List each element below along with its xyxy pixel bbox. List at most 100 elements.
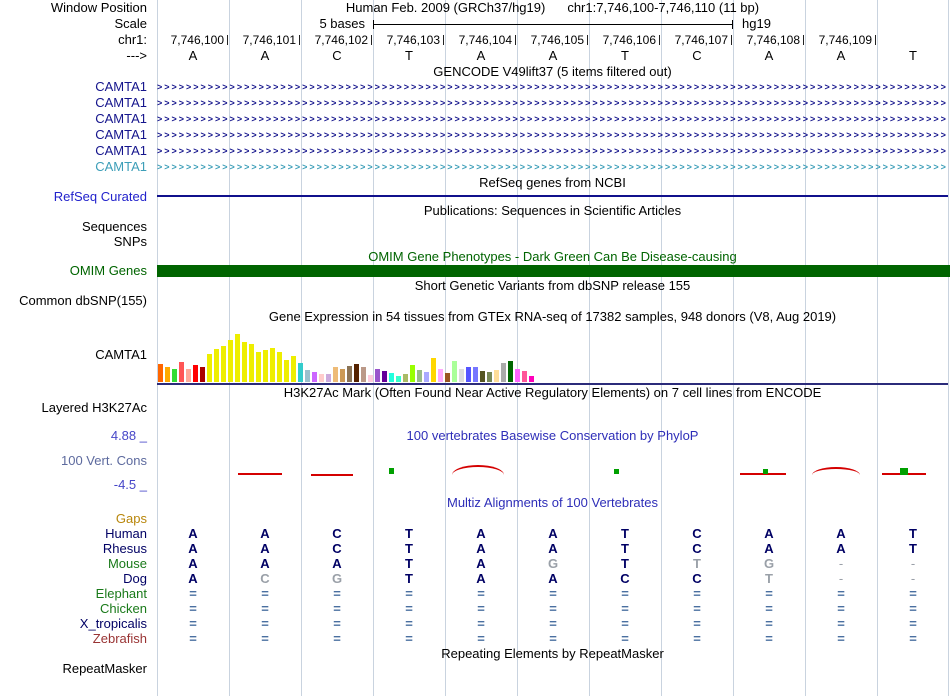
gtex-bar[interactable]: [165, 367, 170, 382]
gtex-bar[interactable]: [340, 369, 345, 382]
gtex-bar[interactable]: [179, 362, 184, 382]
gtex-bar[interactable]: [501, 363, 506, 382]
gtex-bar[interactable]: [424, 372, 429, 382]
gene-row-label[interactable]: CAMTA1: [95, 159, 147, 174]
common-dbsnp-row[interactable]: Common dbSNP(155): [0, 293, 950, 309]
gtex-bar[interactable]: [319, 374, 324, 382]
gtex-bar[interactable]: [466, 367, 471, 382]
gtex-bar[interactable]: [228, 340, 233, 382]
transcript-arrows[interactable]: >>>>>>>>>>>>>>>>>>>>>>>>>>>>>>>>>>>>>>>>…: [157, 162, 948, 172]
ruler-position[interactable]: 7,746,104: [458, 33, 512, 47]
species-label[interactable]: Mouse: [107, 556, 147, 571]
omim-track-row[interactable]: OMIM Genes: [0, 264, 950, 278]
gtex-bar[interactable]: [473, 367, 478, 382]
gtex-bar[interactable]: [270, 348, 275, 382]
gene-row[interactable]: CAMTA1 >>>>>>>>>>>>>>>>>>>>>>>>>>>>>>>>>>…: [0, 127, 950, 143]
gtex-bar[interactable]: [305, 370, 310, 382]
gtex-bar[interactable]: [312, 372, 317, 382]
omim-bar[interactable]: [157, 265, 950, 277]
gtex-bar[interactable]: [277, 352, 282, 382]
refseq-line[interactable]: [157, 195, 948, 197]
gene-row[interactable]: CAMTA1 >>>>>>>>>>>>>>>>>>>>>>>>>>>>>>>>>>…: [0, 111, 950, 127]
gtex-bar[interactable]: [382, 371, 387, 382]
gene-row-label[interactable]: CAMTA1: [95, 95, 147, 110]
multiz-row-rhesus[interactable]: Rhesus A A C T A A T C A A T: [0, 541, 950, 556]
gene-row[interactable]: CAMTA1 >>>>>>>>>>>>>>>>>>>>>>>>>>>>>>>>>>…: [0, 79, 950, 95]
ruler-position[interactable]: 7,746,101: [242, 33, 296, 47]
gtex-bar[interactable]: [445, 373, 450, 382]
gtex-bar[interactable]: [284, 360, 289, 382]
window-position-label[interactable]: Window Position: [50, 0, 147, 15]
species-label[interactable]: Chicken: [100, 601, 147, 616]
gtex-bar[interactable]: [242, 342, 247, 382]
sequences-label[interactable]: Sequences: [81, 219, 147, 234]
gtex-bar[interactable]: [515, 369, 520, 382]
species-label[interactable]: Rhesus: [102, 541, 147, 556]
gene-row[interactable]: CAMTA1 >>>>>>>>>>>>>>>>>>>>>>>>>>>>>>>>>>…: [0, 95, 950, 111]
multiz-row-x_tropicalis[interactable]: X_tropicalis = = = = = = = = = = =: [0, 616, 950, 631]
multiz-rows[interactable]: Human A A C T A A T C A A T Rhesus A A C T A A T C A A T Mouse A A…: [0, 526, 950, 646]
gtex-bar[interactable]: [333, 367, 338, 382]
species-label[interactable]: Dog: [123, 571, 147, 586]
gene-row[interactable]: CAMTA1 >>>>>>>>>>>>>>>>>>>>>>>>>>>>>>>>>>…: [0, 159, 950, 175]
cons-mark-arc[interactable]: [452, 465, 504, 475]
gtex-track-row[interactable]: CAMTA1: [0, 325, 950, 385]
transcript-arrows[interactable]: >>>>>>>>>>>>>>>>>>>>>>>>>>>>>>>>>>>>>>>>…: [157, 146, 948, 156]
cons-mark-arc[interactable]: [812, 467, 860, 475]
gtex-bar[interactable]: [256, 352, 261, 382]
gene-row-label[interactable]: CAMTA1: [95, 79, 147, 94]
cons-mark-block[interactable]: [614, 469, 619, 474]
multiz-row-human[interactable]: Human A A C T A A T C A A T: [0, 526, 950, 541]
gtex-bar[interactable]: [214, 349, 219, 382]
gtex-bar[interactable]: [403, 374, 408, 382]
gtex-gene-label[interactable]: CAMTA1: [95, 347, 147, 362]
gtex-bar[interactable]: [361, 367, 366, 382]
cons-mark-line[interactable]: [740, 473, 786, 475]
cons-mark-block[interactable]: [763, 469, 768, 474]
refseq-track-row[interactable]: RefSeq Curated: [0, 190, 950, 203]
cons-mark-block[interactable]: [389, 468, 394, 474]
snps-label[interactable]: SNPs: [113, 234, 147, 249]
ruler-position[interactable]: 7,746,109: [818, 33, 872, 47]
gtex-bar[interactable]: [389, 373, 394, 382]
gaps-label[interactable]: Gaps: [115, 511, 147, 526]
gtex-bar[interactable]: [480, 371, 485, 382]
transcript-arrows[interactable]: >>>>>>>>>>>>>>>>>>>>>>>>>>>>>>>>>>>>>>>>…: [157, 98, 948, 108]
gtex-bars[interactable]: [158, 334, 534, 382]
gtex-bar[interactable]: [487, 372, 492, 382]
transcript-arrows[interactable]: >>>>>>>>>>>>>>>>>>>>>>>>>>>>>>>>>>>>>>>>…: [157, 114, 948, 124]
gtex-bar[interactable]: [417, 370, 422, 382]
cons-mark-line[interactable]: [311, 474, 353, 476]
gtex-bar[interactable]: [291, 356, 296, 382]
gtex-bar[interactable]: [410, 365, 415, 382]
repeatmasker-row[interactable]: RepeatMasker: [0, 661, 950, 676]
gtex-bar[interactable]: [193, 365, 198, 382]
multiz-row-mouse[interactable]: Mouse A A A T A G T T G - -: [0, 556, 950, 571]
gtex-bar[interactable]: [326, 374, 331, 382]
gtex-bar[interactable]: [186, 369, 191, 382]
gtex-bar[interactable]: [494, 370, 499, 382]
cons-track-row[interactable]: 100 Vert. Cons -4.5 _: [0, 443, 950, 495]
multiz-row-zebrafish[interactable]: Zebrafish = = = = = = = = = = =: [0, 631, 950, 646]
ruler-position[interactable]: 7,746,108: [746, 33, 800, 47]
sequences-row[interactable]: Sequences: [0, 219, 950, 234]
ruler-position[interactable]: 7,746,103: [386, 33, 440, 47]
gtex-bar[interactable]: [200, 367, 205, 382]
multiz-row-chicken[interactable]: Chicken = = = = = = = = = = =: [0, 601, 950, 616]
ruler-row[interactable]: chr1: 7,746,100 7,746,101 7,746,102 7,746,1…: [0, 32, 950, 48]
gtex-bar[interactable]: [375, 369, 380, 382]
cons-mark-line[interactable]: [238, 473, 282, 475]
ruler-position[interactable]: 7,746,105: [530, 33, 584, 47]
gtex-bar[interactable]: [452, 361, 457, 382]
gtex-bar[interactable]: [172, 369, 177, 382]
repeatmasker-label[interactable]: RepeatMasker: [62, 661, 147, 676]
cons-mark-block[interactable]: [900, 468, 908, 475]
gene-row-label[interactable]: CAMTA1: [95, 143, 147, 158]
gene-row-label[interactable]: CAMTA1: [95, 111, 147, 126]
species-label[interactable]: Elephant: [95, 586, 147, 601]
gtex-bar[interactable]: [508, 361, 513, 382]
species-label[interactable]: X_tropicalis: [79, 616, 147, 631]
species-label[interactable]: Human: [105, 526, 147, 541]
gtex-bar[interactable]: [249, 344, 254, 382]
multiz-row-elephant[interactable]: Elephant = = = = = = = = = = =: [0, 586, 950, 601]
